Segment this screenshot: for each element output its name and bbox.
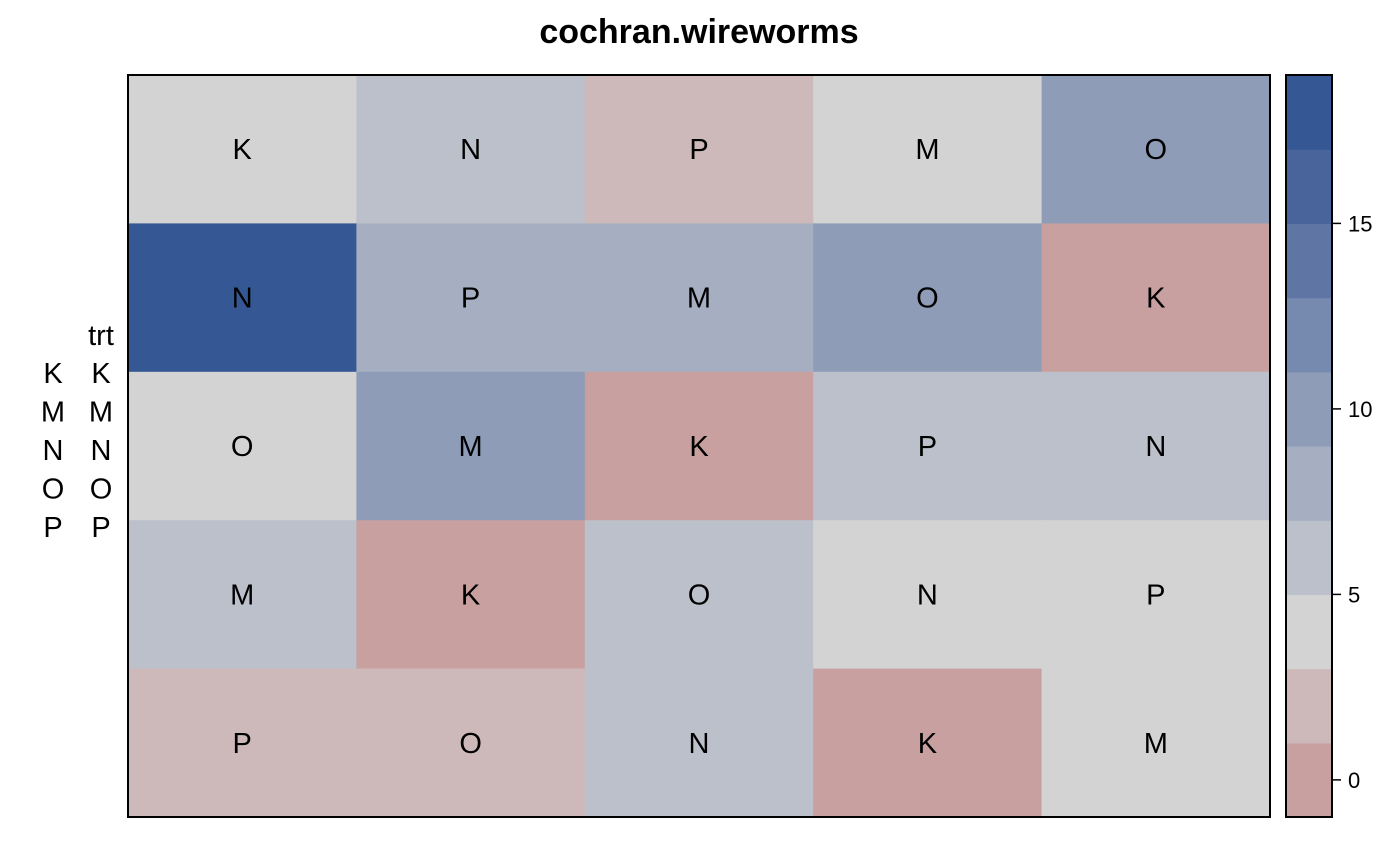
colorbar-bin	[1286, 742, 1332, 818]
heatmap-cell	[356, 520, 586, 670]
heatmap-cell	[356, 223, 586, 373]
cell-label: N	[460, 134, 481, 166]
legend-item: P	[91, 512, 110, 544]
heatmap-cell	[1041, 668, 1271, 818]
cell-label: M	[915, 134, 939, 166]
heatmap-cell	[813, 520, 1043, 670]
heatmap-cell	[813, 371, 1043, 521]
colorbar-bin	[1286, 297, 1332, 373]
colorbar-bin	[1286, 668, 1332, 744]
colorbar-frame	[1285, 74, 1333, 818]
legend-item: K	[43, 358, 63, 390]
cell-label: O	[231, 431, 254, 463]
cell-label: O	[459, 728, 482, 760]
cell-label: M	[1144, 728, 1168, 760]
cell-label: O	[1145, 134, 1168, 166]
cell-label: K	[1146, 283, 1166, 315]
legend-item: M	[89, 397, 113, 429]
legend-item: O	[90, 474, 113, 506]
heatmap-cell	[813, 668, 1043, 818]
heatmap-cell	[356, 75, 586, 224]
legend-item: N	[43, 435, 64, 467]
cell-label: O	[688, 579, 711, 611]
colorbar: 0 5 10 15	[1285, 74, 1372, 818]
cell-label: N	[917, 579, 938, 611]
colorbar-bin	[1286, 149, 1332, 224]
heatmap-cell	[584, 371, 814, 521]
cell-label: P	[233, 728, 252, 760]
heatmap-cell	[128, 520, 357, 670]
colorbar-bin	[1286, 75, 1332, 150]
heatmap-cell	[128, 223, 357, 373]
cell-label: P	[689, 134, 708, 166]
cell-label: O	[916, 283, 939, 315]
heatmap-cell	[1041, 223, 1271, 373]
heatmap-cell	[1041, 371, 1271, 521]
heatmap-cells: K N P M O N P M O K O M K P N M K O N P P O N K M	[128, 75, 1271, 818]
colorbar-tick-label: 0	[1348, 768, 1360, 793]
cell-label: K	[918, 728, 938, 760]
colorbar-bin	[1286, 446, 1332, 521]
cell-label: K	[461, 579, 481, 611]
heatmap-cell	[813, 75, 1043, 224]
heatmap-cell	[1041, 520, 1271, 670]
legend-title: trt	[88, 320, 114, 352]
cell-label: M	[230, 579, 254, 611]
colorbar-bin	[1286, 594, 1332, 670]
legend-item: N	[91, 435, 112, 467]
cell-label: N	[689, 728, 710, 760]
cell-label: P	[918, 431, 937, 463]
colorbar-tick-label: 15	[1348, 211, 1372, 236]
colorbar-bin	[1286, 371, 1332, 447]
colorbar-tick-label: 10	[1348, 397, 1372, 422]
heatmap-cell	[356, 371, 586, 521]
heatmap-cell	[584, 668, 814, 818]
heatmap-cell	[128, 371, 357, 521]
heatmap-cell	[584, 223, 814, 373]
heatmap-cell	[584, 520, 814, 670]
legend-item: K	[91, 358, 111, 390]
legend-item: O	[42, 474, 65, 506]
cell-label: M	[687, 283, 711, 315]
chart-title: cochran.wireworms	[539, 13, 858, 51]
heatmap-cell	[813, 223, 1043, 373]
plot-frame	[127, 74, 1271, 818]
cell-label: N	[1145, 431, 1166, 463]
heatmap-cell	[128, 75, 357, 224]
heatmap-cell	[1041, 75, 1271, 224]
legend-item: P	[43, 512, 62, 544]
heatmap-cell	[584, 75, 814, 224]
heatmap-cell	[128, 668, 357, 818]
cell-label: K	[233, 134, 253, 166]
colorbar-tick-label: 5	[1348, 582, 1360, 607]
heatmap-cell	[356, 668, 586, 818]
cell-label: K	[689, 431, 709, 463]
colorbar-bin	[1286, 520, 1332, 595]
colorbar-bin	[1286, 223, 1332, 299]
cell-label: P	[461, 283, 480, 315]
legend-item: M	[41, 397, 65, 429]
cell-label: N	[232, 283, 253, 315]
cell-label: M	[459, 431, 483, 463]
cell-label: P	[1146, 579, 1165, 611]
